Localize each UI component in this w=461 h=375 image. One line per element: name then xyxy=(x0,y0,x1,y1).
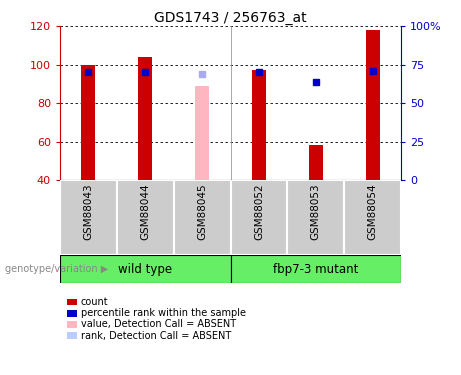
Bar xyxy=(230,180,287,255)
Text: GSM88053: GSM88053 xyxy=(311,184,321,240)
Bar xyxy=(174,180,230,255)
Bar xyxy=(195,86,209,180)
Text: GSM88045: GSM88045 xyxy=(197,184,207,240)
Text: rank, Detection Call = ABSENT: rank, Detection Call = ABSENT xyxy=(81,331,231,340)
Text: percentile rank within the sample: percentile rank within the sample xyxy=(81,308,246,318)
Text: GDS1743 / 256763_at: GDS1743 / 256763_at xyxy=(154,11,307,25)
Bar xyxy=(287,180,344,255)
Text: wild type: wild type xyxy=(118,262,172,276)
Bar xyxy=(60,255,230,283)
Bar xyxy=(344,180,401,255)
Text: GSM88043: GSM88043 xyxy=(83,184,94,240)
Text: fbp7-3 mutant: fbp7-3 mutant xyxy=(273,262,359,276)
Bar xyxy=(60,180,117,255)
Text: GSM88052: GSM88052 xyxy=(254,184,264,240)
Text: GSM88044: GSM88044 xyxy=(140,184,150,240)
Bar xyxy=(252,70,266,180)
Bar xyxy=(138,57,152,180)
Bar xyxy=(309,146,323,180)
Text: count: count xyxy=(81,297,108,307)
Bar xyxy=(366,30,380,180)
Text: value, Detection Call = ABSENT: value, Detection Call = ABSENT xyxy=(81,320,236,329)
Bar xyxy=(230,255,401,283)
Text: GSM88054: GSM88054 xyxy=(367,184,378,240)
Bar xyxy=(117,180,174,255)
Text: genotype/variation ▶: genotype/variation ▶ xyxy=(5,264,108,274)
Bar xyxy=(81,64,95,180)
